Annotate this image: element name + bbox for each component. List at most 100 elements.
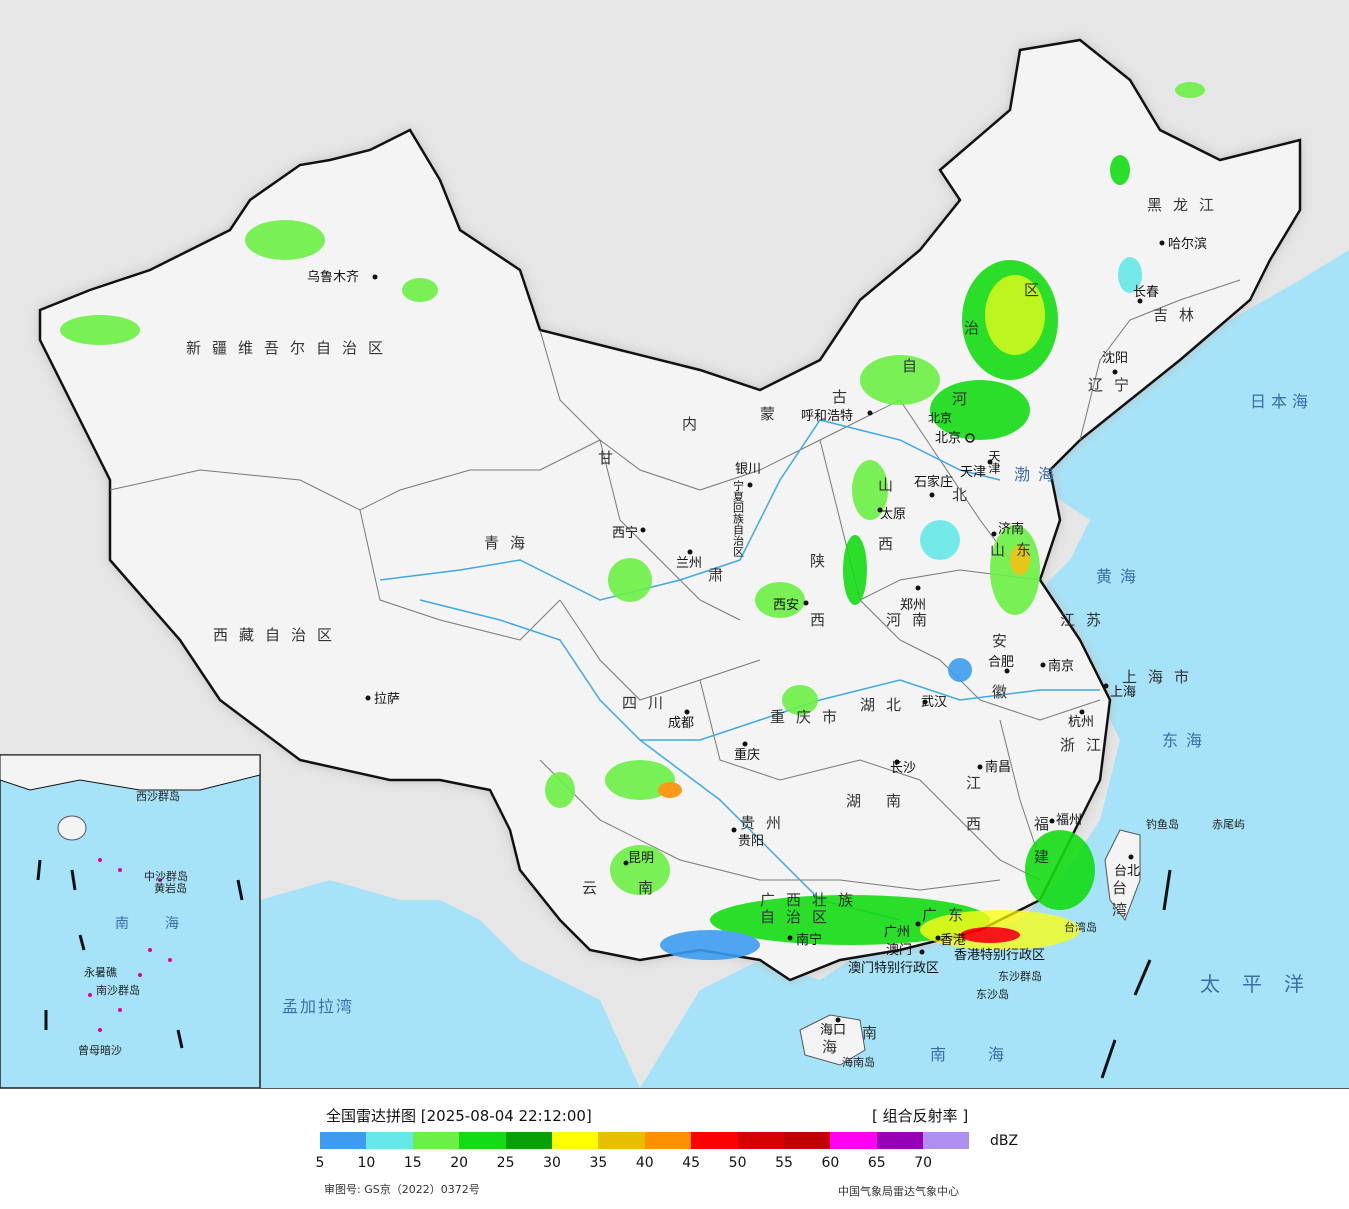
svg-text:孟加拉湾: 孟加拉湾 bbox=[282, 997, 354, 1016]
legend-tick: 45 bbox=[682, 1155, 701, 1171]
label-henan: 河南 bbox=[886, 611, 938, 629]
sea-area bbox=[640, 250, 1349, 1088]
legend-colorbar bbox=[320, 1132, 970, 1149]
label-taiwan-1: 台 bbox=[1112, 879, 1138, 897]
svg-text:重庆: 重庆 bbox=[734, 747, 760, 763]
svg-text:福州: 福州 bbox=[1056, 813, 1082, 828]
svg-text:杭州: 杭州 bbox=[1068, 715, 1094, 730]
svg-text:太平洋: 太平洋 bbox=[1200, 972, 1326, 996]
svg-text:兰州: 兰州 bbox=[676, 556, 702, 571]
label-shandong: 山东 bbox=[990, 541, 1042, 559]
svg-text:天津: 天津 bbox=[960, 465, 986, 480]
label-liaoning: 辽宁 bbox=[1088, 376, 1140, 394]
legend-color-1 bbox=[366, 1132, 413, 1149]
svg-text:海: 海 bbox=[165, 916, 179, 932]
label-hk-region: 香港特别行政区 bbox=[954, 948, 1045, 963]
island-labels: 钓鱼岛 赤尾屿 台湾岛 海南岛 东沙群岛 东沙岛 bbox=[842, 817, 1245, 1069]
svg-text:南宁: 南宁 bbox=[796, 932, 822, 948]
legend-color-4 bbox=[505, 1132, 552, 1149]
radar-echoes bbox=[60, 82, 1205, 960]
legend-tick: 35 bbox=[589, 1155, 608, 1171]
svg-text:海口: 海口 bbox=[820, 1023, 846, 1038]
south-china-sea-inset bbox=[0, 754, 261, 1088]
label-fujian-2: 建 bbox=[1034, 848, 1060, 866]
inset-labels: 南 海 西沙群岛 中沙群岛 黄岩岛 南沙群岛 曾母暗沙 永暑礁 bbox=[78, 789, 188, 1057]
legend: 全国雷达拼图 [2025-08-04 22:12:00] [ 组合反射率 ] d… bbox=[0, 1088, 1349, 1209]
svg-text:成都: 成都 bbox=[668, 716, 694, 731]
label-anhui-1: 安 bbox=[992, 632, 1018, 650]
svg-text:香港: 香港 bbox=[940, 933, 966, 948]
label-ningxia: 宁夏回族自治区 bbox=[732, 479, 745, 557]
svg-text:银川: 银川 bbox=[735, 462, 761, 477]
label-gansu-1: 甘 bbox=[598, 449, 624, 467]
legend-color-9 bbox=[737, 1132, 784, 1149]
label-tianjin-region: 天津 bbox=[987, 450, 1001, 474]
label-fujian-1: 福 bbox=[1034, 815, 1060, 833]
legend-color-7 bbox=[644, 1132, 692, 1149]
legend-color-10 bbox=[783, 1132, 831, 1149]
label-jiangsu: 江苏 bbox=[1060, 611, 1112, 629]
sea-labels: 渤海 黄海 东海 南海 太平洋 日本海 孟加拉湾 bbox=[282, 392, 1326, 1064]
svg-text:西安: 西安 bbox=[773, 598, 799, 613]
label-neimenggu-4: 自 bbox=[902, 357, 928, 375]
label-shanxi-a: 山 bbox=[878, 476, 904, 494]
radar-map: 新疆维吾尔自治区 西藏自治区 青海 甘 肃 内 蒙 古 自 治 区 黑龙江 吉林… bbox=[0, 0, 1349, 1088]
svg-text:上海: 上海 bbox=[1110, 685, 1136, 700]
svg-text:南京: 南京 bbox=[1048, 658, 1074, 674]
label-zhejiang: 浙江 bbox=[1060, 736, 1112, 754]
legend-tick: 20 bbox=[450, 1155, 469, 1171]
svg-text:黄海: 黄海 bbox=[1096, 567, 1144, 586]
label-jilin: 吉林 bbox=[1153, 306, 1205, 324]
label-shanghai: 上海市 bbox=[1122, 668, 1200, 686]
city-labels: 乌鲁木齐 拉萨 西宁 兰州 银川 呼和浩特 哈尔滨 长春 沈阳 北京 天津 石家… bbox=[307, 236, 1207, 1038]
legend-tick: 50 bbox=[728, 1155, 747, 1171]
label-neimenggu-5: 治 bbox=[964, 319, 990, 337]
label-hebei-2: 北 bbox=[952, 486, 978, 504]
legend-color-0 bbox=[320, 1132, 367, 1149]
legend-color-8 bbox=[691, 1132, 738, 1149]
label-guangdong: 广东 bbox=[922, 906, 974, 924]
svg-text:中沙群岛: 中沙群岛 bbox=[144, 869, 188, 883]
legend-tick: 70 bbox=[914, 1155, 933, 1171]
legend-tick: 5 bbox=[315, 1155, 325, 1171]
svg-text:曾母暗沙: 曾母暗沙 bbox=[78, 1043, 122, 1057]
label-taiwan-2: 湾 bbox=[1112, 901, 1138, 919]
legend-color-6 bbox=[598, 1132, 645, 1149]
legend-color-2 bbox=[412, 1132, 460, 1149]
svg-text:南沙群岛: 南沙群岛 bbox=[96, 983, 140, 997]
label-beijing-region: 北京 bbox=[928, 411, 952, 425]
label-qinghai: 青海 bbox=[484, 534, 536, 552]
svg-text:台北: 台北 bbox=[1114, 864, 1140, 879]
label-chongqing: 重庆市 bbox=[770, 708, 848, 726]
svg-text:北京: 北京 bbox=[935, 431, 961, 446]
label-yunnan-2: 南 bbox=[638, 879, 664, 897]
svg-text:武汉: 武汉 bbox=[921, 695, 947, 710]
svg-text:广州: 广州 bbox=[884, 925, 910, 940]
legend-tick: 60 bbox=[821, 1155, 840, 1171]
svg-text:南昌: 南昌 bbox=[985, 759, 1011, 775]
svg-text:乌鲁木齐: 乌鲁木齐 bbox=[307, 269, 359, 285]
svg-text:东沙岛: 东沙岛 bbox=[976, 987, 1009, 1001]
svg-text:海南岛: 海南岛 bbox=[842, 1055, 875, 1069]
label-hebei-1: 河 bbox=[952, 390, 978, 408]
legend-tick: 65 bbox=[867, 1155, 886, 1171]
svg-text:澳门: 澳门 bbox=[886, 942, 912, 958]
legend-title: 全国雷达拼图 [2025-08-04 22:12:00] bbox=[326, 1107, 592, 1125]
legend-tick: 10 bbox=[357, 1155, 376, 1171]
legend-color-5 bbox=[551, 1132, 599, 1149]
organization: 中国气象局雷达气象中心 bbox=[838, 1185, 959, 1198]
svg-text:长春: 长春 bbox=[1133, 285, 1159, 300]
label-heilongjiang: 黑龙江 bbox=[1147, 196, 1225, 214]
svg-text:合肥: 合肥 bbox=[988, 655, 1014, 670]
svg-text:赤尾屿: 赤尾屿 bbox=[1212, 818, 1245, 831]
label-yunnan-1: 云 bbox=[582, 879, 608, 897]
label-jiangxi-1: 江 bbox=[966, 774, 992, 792]
label-hubei: 湖北 bbox=[860, 696, 912, 714]
label-anhui-2: 徽 bbox=[992, 683, 1018, 701]
svg-text:西沙群岛: 西沙群岛 bbox=[136, 789, 180, 803]
svg-text:哈尔滨: 哈尔滨 bbox=[1168, 236, 1207, 252]
label-xinjiang: 新疆维吾尔自治区 bbox=[186, 339, 394, 357]
legend-color-3 bbox=[459, 1132, 506, 1149]
approval-number: 审图号: GS京（2022）0372号 bbox=[324, 1183, 480, 1196]
svg-text:钓鱼岛: 钓鱼岛 bbox=[1146, 817, 1179, 831]
